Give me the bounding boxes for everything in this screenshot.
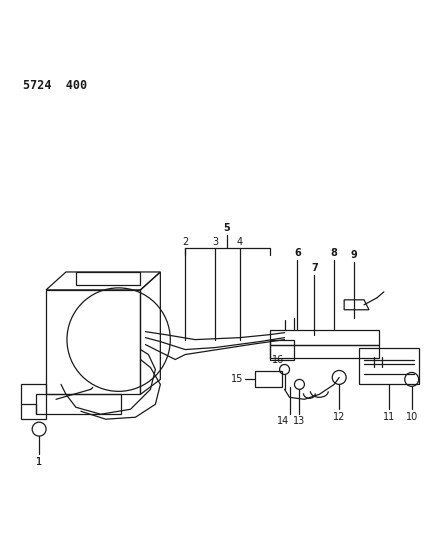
Text: 15: 15: [231, 374, 243, 384]
Text: 2: 2: [182, 237, 188, 247]
Text: 6: 6: [294, 248, 301, 258]
Text: 10: 10: [405, 412, 418, 422]
Text: 5: 5: [224, 223, 230, 233]
Text: 13: 13: [293, 416, 305, 426]
Text: 5724  400: 5724 400: [23, 79, 88, 92]
Text: 3: 3: [212, 237, 218, 247]
Text: 1: 1: [36, 457, 42, 467]
Text: 14: 14: [278, 416, 290, 426]
Text: 16: 16: [272, 354, 284, 365]
Text: 4: 4: [237, 237, 243, 247]
Text: 12: 12: [333, 412, 345, 422]
Text: 1: 1: [36, 457, 42, 467]
Text: 11: 11: [383, 412, 395, 422]
Text: 7: 7: [311, 263, 318, 273]
Text: 8: 8: [331, 248, 338, 258]
Text: 9: 9: [351, 250, 357, 260]
